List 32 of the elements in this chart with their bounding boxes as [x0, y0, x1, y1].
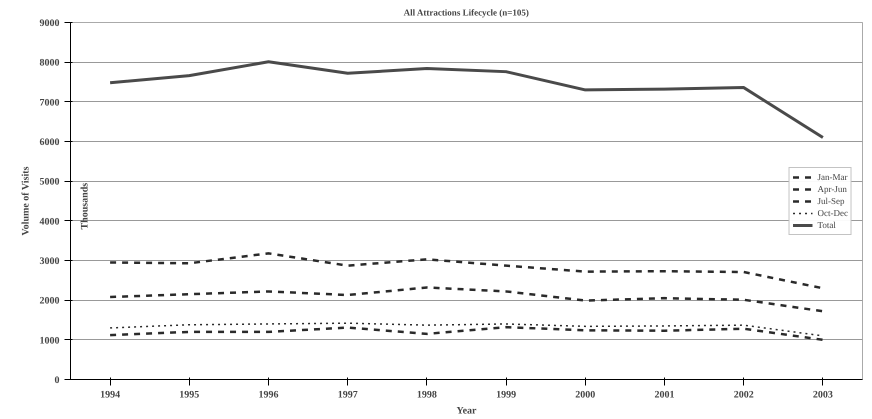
x-tick-label: 2000 — [575, 390, 596, 400]
x-tick-label: 2002 — [734, 390, 754, 400]
y-axis-title: Volume of Visits — [20, 166, 32, 236]
legend-label: Total — [818, 218, 837, 230]
x-tick-label: 2003 — [812, 390, 833, 400]
y-tick-label: 4000 — [40, 216, 60, 228]
legend-label: Apr-Jun — [818, 182, 847, 194]
legend-label: Jan-Mar — [818, 170, 848, 182]
y-tick-label: 1000 — [40, 335, 60, 346]
x-tick-label: 1996 — [258, 390, 278, 400]
line-series — [108, 326, 824, 342]
y-tick-label: 5000 — [40, 176, 60, 188]
y-tick-label: 0 — [54, 375, 60, 386]
y-tick-label: 2000 — [40, 296, 60, 307]
x-tick-label: 1998 — [416, 390, 437, 400]
y-tick-label: 7000 — [40, 97, 60, 108]
y-tick-label: 6000 — [40, 137, 60, 148]
x-tick-label: 2001 — [654, 390, 674, 400]
legend-label: Oct-Dec — [818, 206, 848, 218]
x-tick-label: 1994 — [100, 390, 120, 400]
y-tick-label: 3000 — [40, 256, 60, 267]
annotation: Thousands — [80, 182, 90, 230]
x-tick-label: 1995 — [179, 390, 200, 400]
x-tick-label: 1997 — [338, 390, 358, 400]
y-tick-label: 8000 — [40, 58, 60, 69]
y-tick-label: 9000 — [40, 18, 60, 29]
legend-label: Jul-Sep — [818, 194, 845, 206]
chart-title: All Attractions Lifecycle (n=105) — [404, 8, 529, 18]
x-tick-label: 1999 — [496, 390, 516, 400]
line-series — [108, 286, 824, 313]
x-axis-title: Year — [456, 406, 478, 416]
line-series — [108, 60, 824, 140]
